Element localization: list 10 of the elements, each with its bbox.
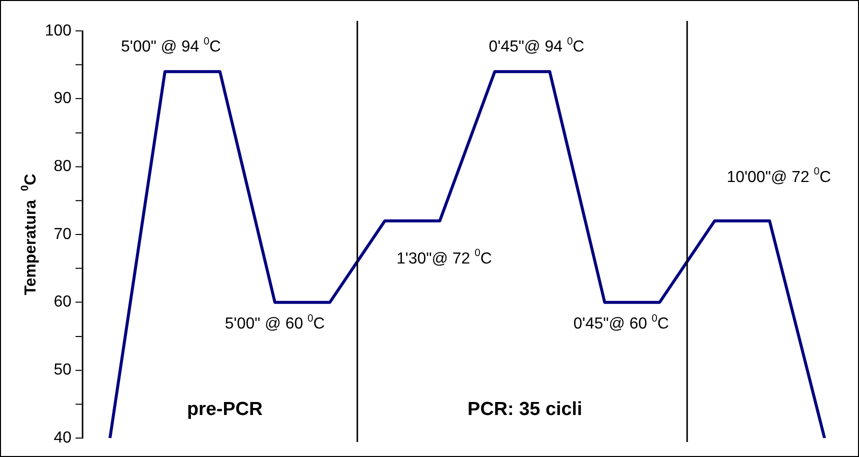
- y-tick-label: 60: [54, 294, 72, 311]
- y-tick-label: 40: [54, 429, 72, 446]
- y-tick-label: 90: [54, 90, 72, 108]
- y-axis-title: Temperatura 0C: [20, 173, 40, 296]
- y-tick-label: 80: [54, 158, 72, 175]
- annotation: pre-PCR: [186, 398, 264, 420]
- y-tick-label: 100: [44, 22, 72, 40]
- annotation: PCR: 35 cicli: [468, 398, 582, 420]
- y-tick-label: 50: [54, 362, 72, 379]
- y-tick-label: 70: [54, 226, 72, 243]
